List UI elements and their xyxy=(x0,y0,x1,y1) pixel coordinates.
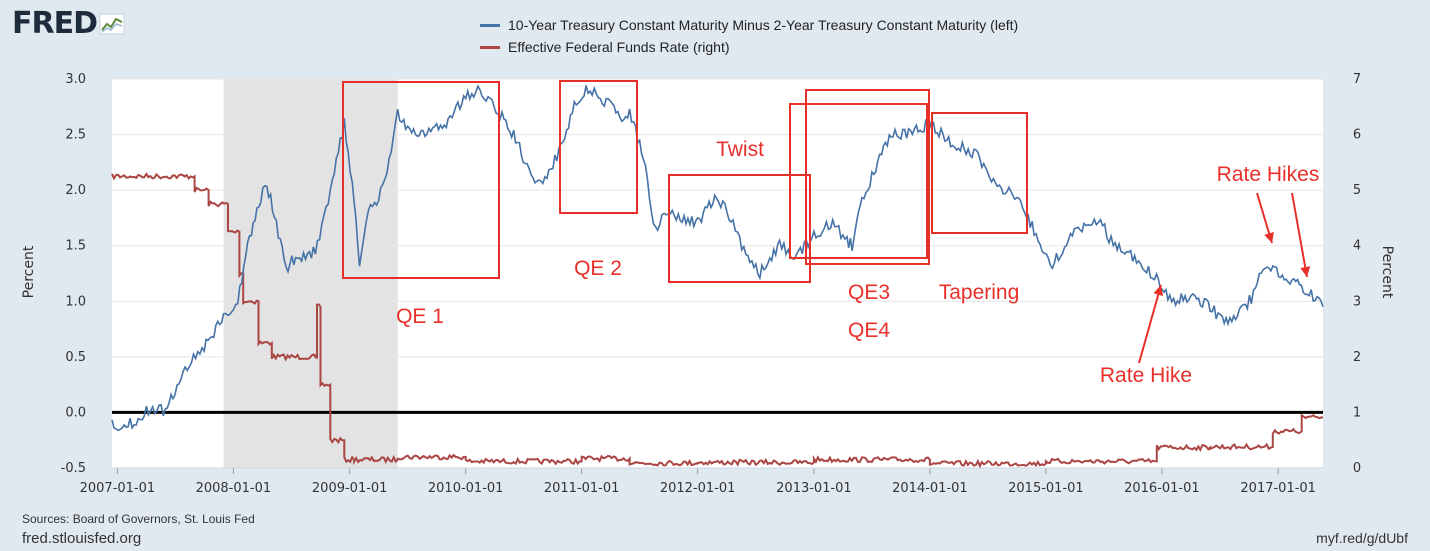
fed-funds-line xyxy=(111,172,1324,469)
legend-label-spread: 10-Year Treasury Constant Maturity Minus… xyxy=(508,17,1019,33)
y-left-tick-label: 2.5 xyxy=(65,128,86,143)
x-tick-label: 2012-01-01 xyxy=(660,481,736,496)
y-left-tick-label: 2.0 xyxy=(65,183,86,198)
y-left-tick-label: 3.0 xyxy=(65,72,86,87)
legend-item-spread[interactable]: 10-Year Treasury Constant Maturity Minus… xyxy=(480,14,1018,36)
y-left-tick-label: 0.5 xyxy=(65,350,86,365)
annotation-box xyxy=(559,80,638,214)
x-tick-label: 2013-01-01 xyxy=(776,481,852,496)
annotation-box xyxy=(805,89,930,265)
y-right-tick-label: 6 xyxy=(1353,128,1361,143)
y-right-axis-label: Percent xyxy=(1379,246,1395,299)
short-link[interactable]: myf.red/g/dUbf xyxy=(1316,530,1408,546)
y-left-axis-label: Percent xyxy=(21,245,37,298)
annotation-rate-hike: Rate Hike xyxy=(1100,364,1192,387)
y-right-tick-label: 5 xyxy=(1353,183,1361,198)
annotation-arrowhead xyxy=(1153,285,1164,296)
annotation-qe3: QE3 xyxy=(848,281,890,304)
x-tick-label: 2008-01-01 xyxy=(196,481,272,496)
fred-logo: FRED xyxy=(12,6,125,41)
chart-legend: 10-Year Treasury Constant Maturity Minus… xyxy=(480,14,1018,58)
x-tick-label: 2011-01-01 xyxy=(544,481,620,496)
sources-text: Sources: Board of Governors, St. Louis F… xyxy=(22,512,255,526)
x-tick-label: 2015-01-01 xyxy=(1008,481,1084,496)
site-link[interactable]: fred.stlouisfed.org xyxy=(22,530,142,547)
y-left-tick-label: -0.5 xyxy=(61,461,86,476)
spread-line xyxy=(111,84,1324,432)
y-right-tick-label: 4 xyxy=(1353,239,1361,254)
annotation-box xyxy=(668,174,811,283)
x-tick-label: 2007-01-01 xyxy=(80,481,156,496)
x-tick-label: 2014-01-01 xyxy=(892,481,968,496)
annotation-twist: Twist xyxy=(716,138,764,161)
y-right-tick-label: 3 xyxy=(1353,294,1361,309)
x-tick-label: 2010-01-01 xyxy=(428,481,504,496)
legend-label-fedfunds: Effective Federal Funds Rate (right) xyxy=(508,39,730,55)
legend-swatch-fedfunds xyxy=(480,45,500,49)
chart-logo-icon xyxy=(99,13,125,34)
annotation-qe1: QE 1 xyxy=(396,305,444,328)
annotation-arrow xyxy=(1291,192,1308,278)
annotation-box xyxy=(789,103,928,259)
x-tick-label: 2016-01-01 xyxy=(1124,481,1200,496)
annotation-arrow xyxy=(1138,284,1162,364)
y-right-tick-label: 2 xyxy=(1353,350,1361,365)
y-left-tick-label: 1.0 xyxy=(65,294,86,309)
annotation-tapering: Tapering xyxy=(939,281,1020,304)
x-tick-label: 2017-01-01 xyxy=(1240,481,1316,496)
y-left-tick-label: 0.0 xyxy=(65,405,86,420)
annotation-qe4: QE4 xyxy=(848,319,890,342)
y-right-tick-label: 0 xyxy=(1353,461,1361,476)
legend-swatch-spread xyxy=(480,23,500,27)
y-left-tick-label: 1.5 xyxy=(65,239,86,254)
y-right-tick-label: 1 xyxy=(1353,405,1361,420)
x-tick-label: 2009-01-01 xyxy=(312,481,388,496)
annotation-box xyxy=(931,112,1028,234)
fred-logo-text: FRED xyxy=(12,6,98,41)
annotation-box xyxy=(342,81,500,279)
y-right-tick-label: 7 xyxy=(1353,72,1361,87)
recession-band xyxy=(223,79,398,468)
legend-item-fedfunds[interactable]: Effective Federal Funds Rate (right) xyxy=(480,36,1018,58)
annotation-qe2: QE 2 xyxy=(574,257,622,280)
annotation-rate-hikes: Rate Hikes xyxy=(1217,163,1320,186)
annotation-arrowhead xyxy=(1300,266,1311,277)
annotation-arrowhead xyxy=(1264,231,1274,243)
